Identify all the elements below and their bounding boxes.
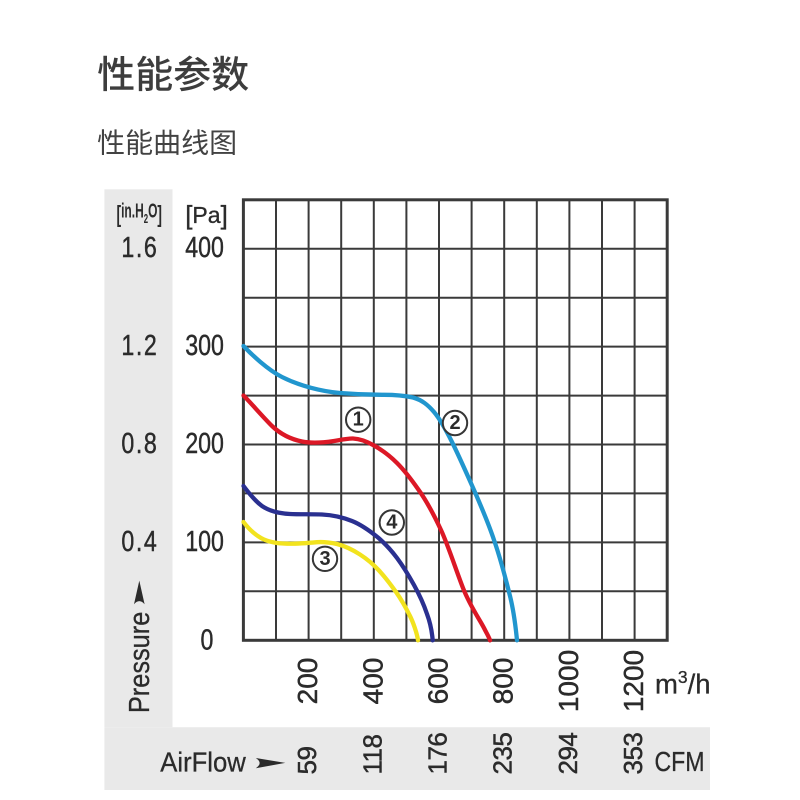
svg-text:400: 400	[185, 230, 224, 263]
svg-text:m3/h: m3/h	[655, 667, 711, 700]
svg-text:353: 353	[618, 733, 648, 775]
svg-text:1200: 1200	[618, 650, 649, 712]
svg-text:1.2: 1.2	[121, 329, 158, 362]
svg-text:400: 400	[357, 658, 388, 705]
svg-text:Pressure: Pressure	[124, 612, 156, 714]
svg-text:600: 600	[423, 658, 454, 705]
svg-text:[Pa]: [Pa]	[185, 200, 228, 230]
svg-text:0: 0	[201, 623, 214, 656]
svg-text:4: 4	[386, 512, 398, 534]
svg-text:3: 3	[319, 548, 330, 570]
svg-text:800: 800	[488, 658, 519, 705]
svg-text:2: 2	[449, 412, 460, 434]
svg-text:200: 200	[185, 427, 224, 460]
svg-text:1000: 1000	[553, 650, 584, 712]
svg-text:1: 1	[353, 409, 364, 431]
svg-text:118: 118	[357, 735, 387, 775]
svg-text:59: 59	[292, 747, 322, 775]
svg-text:300: 300	[185, 329, 224, 362]
svg-text:235: 235	[488, 733, 518, 775]
svg-text:176: 176	[423, 733, 453, 775]
svg-text:0.8: 0.8	[121, 427, 158, 460]
svg-text:294: 294	[553, 733, 583, 775]
svg-text:CFM: CFM	[655, 747, 705, 777]
svg-text:[in.H2O]: [in.H2O]	[117, 200, 163, 228]
svg-text:100: 100	[185, 525, 224, 558]
svg-text:200: 200	[292, 658, 323, 705]
svg-text:AirFlow: AirFlow	[160, 747, 246, 778]
svg-text:1.6: 1.6	[121, 230, 158, 263]
svg-text:0.4: 0.4	[121, 525, 158, 558]
